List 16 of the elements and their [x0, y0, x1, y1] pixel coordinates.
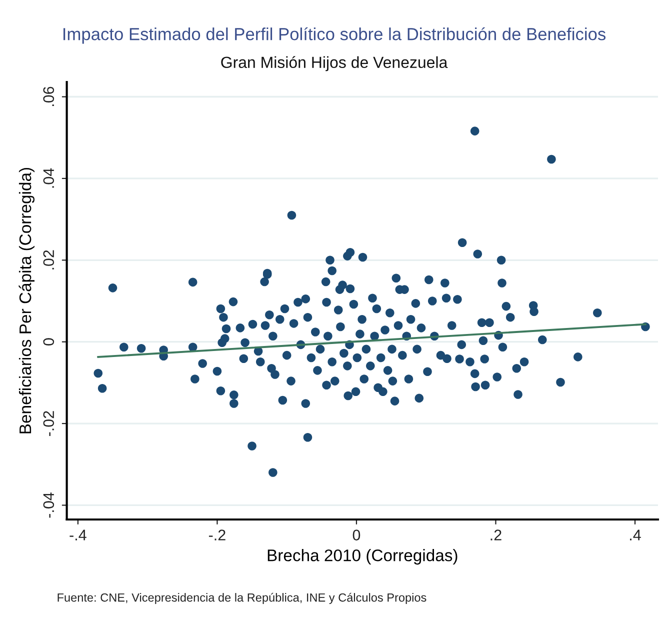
x-tick-label: -.2	[208, 530, 226, 540]
x-tick-label: -.4	[70, 530, 86, 540]
x-tick-label: .4	[630, 530, 641, 540]
chart-subtitle: Gran Misión Hijos de Venezuela	[221, 56, 448, 72]
y-tick-label: 0	[43, 338, 54, 346]
x-tick-label: .2	[490, 530, 502, 540]
y-tick-label: .06	[43, 86, 54, 106]
x-axis-title: Brecha 2010 (Corregidas)	[268, 549, 458, 565]
chart-title: Impacto Estimado del Perfil Político sobre la Distribución de Beneficios	[64, 27, 606, 44]
y-tick-label: -.02	[43, 411, 54, 436]
y-tick-label: .04	[43, 168, 54, 188]
y-tick-label: .02	[43, 250, 54, 270]
source-note: Fuente: CNE, Vicepresidencia de la República, INE y Cálculos Propios	[58, 592, 426, 604]
x-tick-label: 0	[352, 530, 360, 540]
y-axis-title: Beneficiarios Per Cápita (Corregida)	[18, 168, 35, 434]
y-tick-label: -.04	[43, 492, 54, 518]
